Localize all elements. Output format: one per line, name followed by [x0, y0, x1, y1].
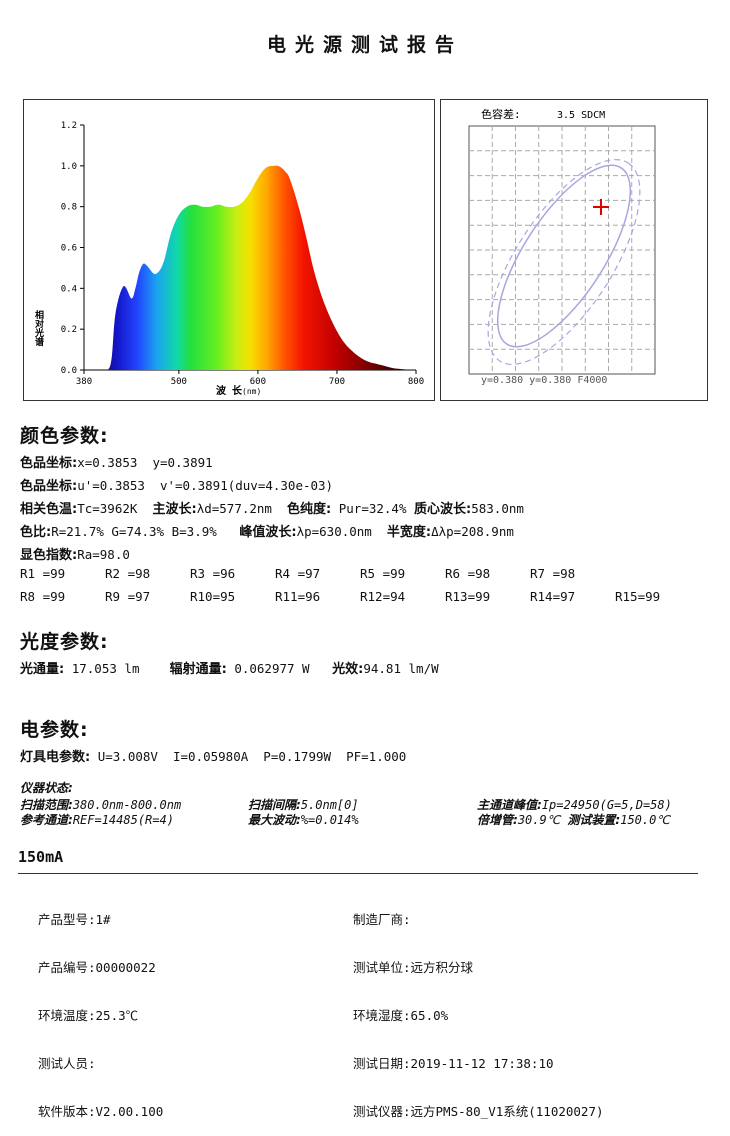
software-version: 软件版本:V2.00.100: [38, 1104, 164, 1119]
photo-params-heading: 光度参数:: [20, 631, 109, 653]
elec-row: 灯具电参数: U=3.008V I=0.05980A P=0.1799W PF=…: [20, 749, 407, 765]
cri-r5: R5 =99: [360, 566, 406, 581]
x-tick-label: 500: [171, 377, 187, 387]
ambient-humidity: 环境湿度:65.0%: [353, 1008, 449, 1023]
x-axis-label: 波 长(nm): [216, 384, 261, 397]
max-fluctuation: 最大波动:%=0.014%: [248, 813, 359, 827]
test-unit: 测试单位:远方积分球: [353, 960, 474, 975]
x-tick-label: 700: [329, 377, 345, 387]
scan-step: 扫描间隔:5.0nm[0]: [248, 798, 359, 812]
cri-r4: R4 =97: [275, 566, 321, 581]
cri-r14: R14=97: [530, 589, 576, 604]
y-tick-label: 0.0: [61, 366, 77, 376]
ref-channel: 参考通道:REF=14485(R=4): [20, 813, 174, 827]
x-tick-label: 800: [408, 377, 424, 387]
tester: 测试人员:: [38, 1056, 96, 1071]
cri-r8: R8 =99: [20, 589, 66, 604]
x-tick-label: 600: [250, 377, 266, 387]
y-tick-label: 0.8: [61, 203, 77, 213]
color-tolerance-chart: 色容差: 3.5 SDCM y=0.380 y=0.380 F4000: [468, 107, 656, 386]
cri-r6: R6 =98: [445, 566, 491, 581]
test-date: 测试日期:2019-11-12 17:38:10: [353, 1056, 554, 1071]
cri-r7: R7 =98: [530, 566, 576, 581]
instrument-heading: 仪器状态:: [20, 781, 73, 795]
cri-r13: R13=99: [445, 589, 491, 604]
cri-r9: R9 =97: [105, 589, 151, 604]
page-title: 电光源测试报告: [266, 34, 463, 56]
pmt-device: 倍增管:30.9℃ 测试装置:150.0℃: [477, 813, 670, 827]
color-params-heading: 颜色参数:: [20, 425, 109, 447]
photo-row: 光通量: 17.053 lm 辐射通量: 0.062977 W 光效:94.81…: [20, 661, 439, 677]
tolerance-grid: [469, 126, 655, 374]
product-serial: 产品编号:00000022: [38, 960, 156, 975]
footer-right: 制造厂商: 测试单位:远方积分球 环境湿度:65.0% 测试日期:2019-11…: [353, 880, 604, 1136]
measured-point-marker: [593, 199, 609, 215]
y-axis-label: 相对光谱: [33, 309, 45, 347]
color-tolerance-panel: 色容差: 3.5 SDCM y=0.380 y=0.380 F4000: [440, 99, 708, 401]
sdcm-ellipse-inner: [496, 164, 632, 348]
elec-params-heading: 电参数:: [20, 719, 89, 741]
cct-row: 相关色温:Tc=3962K 主波长:λd=577.2nm 色纯度: Pur=32…: [20, 501, 524, 517]
y-tick-label: 1.2: [61, 121, 77, 131]
scan-range: 扫描范围:380.0nm-800.0nm: [20, 798, 182, 812]
tolerance-value: 3.5 SDCM: [557, 110, 605, 121]
cri-r3: R3 =96: [190, 566, 236, 581]
test-current: 150mA: [18, 848, 64, 866]
cie-xy-row: 色品坐标:x=0.3853 y=0.3891: [20, 455, 213, 471]
cie-uv-row: 色品坐标:u'=0.3853 v'=0.3891(duv=4.30e-03): [20, 478, 334, 494]
cri-r12: R12=94: [360, 589, 406, 604]
main-peak: 主通道峰值:Ip=24950(G=5,D=58): [477, 798, 672, 812]
cri-r10: R10=95: [190, 589, 236, 604]
y-tick-label: 0.2: [61, 325, 77, 335]
ratio-row: 色比:R=21.7% G=74.3% B=3.9% 峰值波长:λp=630.0n…: [20, 524, 514, 540]
cri-r15: R15=99: [615, 589, 661, 604]
footer-divider: [18, 873, 698, 874]
spectrum-panel: 0.0 0.2 0.4 0.6 0.8 1.0 1.2 380 500 600 700 800 相对光…: [23, 99, 435, 401]
spectrum-area: [84, 165, 416, 370]
y-tick-label: 0.6: [61, 244, 77, 254]
y-tick-label: 1.0: [61, 162, 77, 172]
cri-r11: R11=96: [275, 589, 321, 604]
cri-r-row-1: R1 =99 R2 =98 R3 =96 R4 =97 R5 =99 R6 =98 R7 =…: [20, 566, 720, 582]
test-instrument: 测试仪器:远方PMS-80_V1系统(11020027): [353, 1104, 604, 1119]
manufacturer: 制造厂商:: [353, 912, 411, 927]
cri-r2: R2 =98: [105, 566, 151, 581]
sdcm-ellipse-outer: [487, 159, 641, 365]
product-model: 产品型号:1#: [38, 912, 111, 927]
footer-left: 产品型号:1# 产品编号:00000022 环境温度:25.3℃ 测试人员: 软…: [38, 880, 163, 1136]
spectrum-chart: 0.0 0.2 0.4 0.6 0.8 1.0 1.2 380 500 600 700 800 相对光…: [33, 121, 424, 397]
y-tick-label: 0.4: [61, 284, 77, 294]
ambient-temp: 环境温度:25.3℃: [38, 1008, 139, 1023]
x-tick-label: 380: [76, 377, 92, 387]
cri-row: 显色指数:Ra=98.0: [20, 547, 130, 563]
tolerance-footer: y=0.380 y=0.380 F4000: [481, 375, 607, 386]
tolerance-label: 色容差:: [481, 107, 521, 121]
cri-r-row-2: R8 =99 R9 =97 R10=95 R11=96 R12=94 R13=99 R14=…: [20, 589, 720, 605]
cri-r1: R1 =99: [20, 566, 66, 581]
